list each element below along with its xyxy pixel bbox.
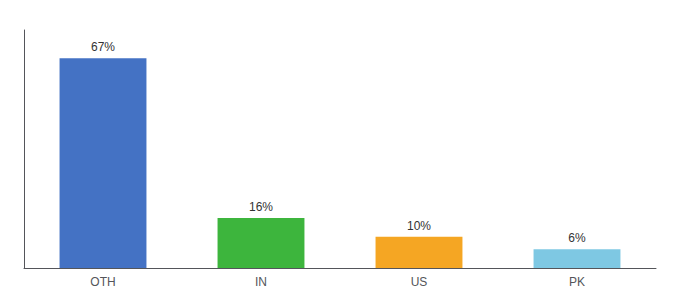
- svg-text:US: US: [411, 275, 428, 289]
- svg-text:10%: 10%: [407, 219, 431, 233]
- svg-text:6%: 6%: [568, 231, 586, 245]
- svg-text:OTH: OTH: [90, 275, 115, 289]
- svg-text:PK: PK: [569, 275, 585, 289]
- svg-text:67%: 67%: [91, 40, 115, 54]
- svg-text:16%: 16%: [249, 200, 273, 214]
- svg-text:IN: IN: [255, 275, 267, 289]
